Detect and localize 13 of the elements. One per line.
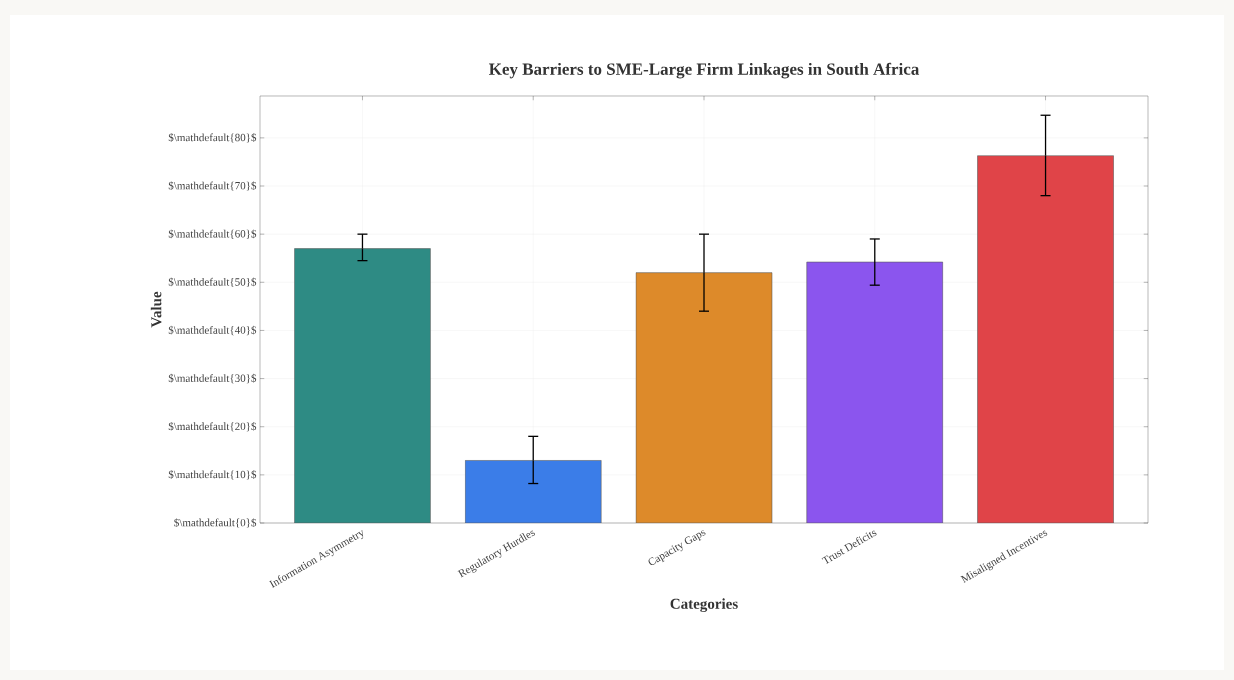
y-tick-label: $\mathdefault{20}$: [168, 422, 257, 432]
y-tick-label: $\mathdefault{30}$: [168, 373, 257, 384]
y-tick-label: $\mathdefault{40}$: [168, 325, 257, 336]
y-tick-label: $\mathdefault{60}$: [168, 229, 257, 239]
y-tick-label: $\mathdefault{70}$: [168, 181, 257, 191]
y-axis-title: Value: [150, 291, 162, 328]
x-axis-title: Categories: [670, 598, 738, 613]
y-tick-label: $\mathdefault{0}$: [174, 518, 257, 528]
bar: [635, 272, 773, 523]
y-tick-label: $\mathdefault{50}$: [168, 277, 257, 288]
y-tick-label: $\mathdefault{10}$: [168, 470, 257, 480]
y-tick-label: $\mathdefault{80}$: [168, 133, 257, 143]
chart-title: Key Barriers to SME-Large Firm Linkages in South Africa: [488, 62, 920, 79]
